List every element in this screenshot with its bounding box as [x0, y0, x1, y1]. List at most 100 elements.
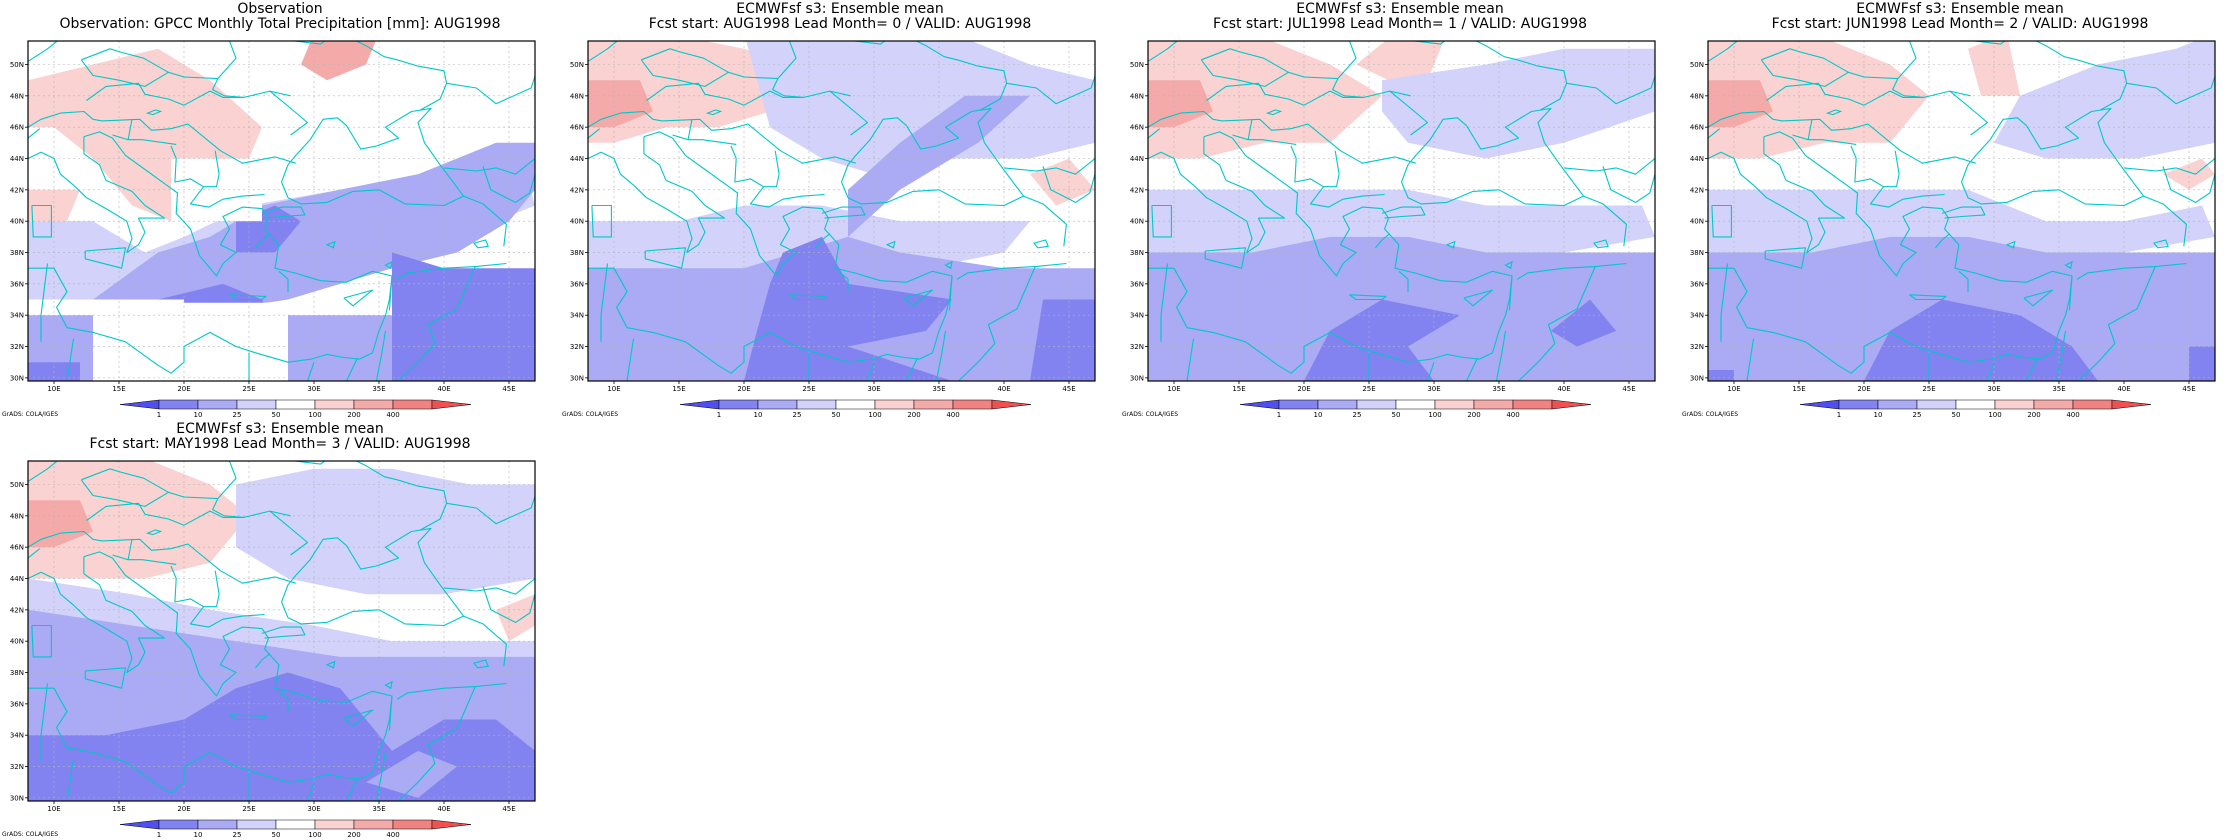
lon-tick-label: 35E: [932, 385, 945, 393]
colorbar-swatch: [1317, 399, 1358, 410]
grid-lines: [28, 461, 535, 801]
lat-tick-label: 38N: [570, 249, 584, 257]
lat-tick-label: 46N: [1130, 124, 1144, 132]
colorbar-swatch: [835, 399, 876, 410]
lat-tick-label: 36N: [10, 280, 24, 288]
colorbar-swatch: [314, 399, 355, 410]
lon-tick-label: 40E: [2117, 385, 2130, 393]
colorbar-swatch: [1994, 399, 2035, 410]
precip-contour: [28, 500, 93, 548]
lat-tick-label: 50N: [1690, 61, 1704, 69]
colorbar-swatch: [1799, 399, 1840, 410]
panel-subtitle: Fcst start: JUN1998 Lead Month= 2 / VALI…: [1771, 16, 2149, 32]
colorbar-swatch: [1239, 399, 1280, 410]
grid-lines: [588, 41, 1095, 381]
colorbar-swatch: [1877, 399, 1918, 410]
colorbar-swatch: [991, 399, 1032, 410]
colorbar-swatch: [796, 399, 837, 410]
colorbar-swatch: [353, 399, 394, 410]
lat-tick-label: 46N: [10, 544, 24, 552]
map-plot: 10E 15E 20E 25E 30E 35E 40E 45E 30N 32N 34N 36N 38N 4…: [1690, 40, 2216, 419]
grads-credit: GrADS: COLA/IGES: [562, 411, 619, 418]
lat-tick-label: 32N: [10, 343, 24, 351]
lat-tick-label: 34N: [1130, 312, 1144, 320]
colorbar: 1 10 25 50 100 200 400: [119, 399, 472, 419]
map-frame: [1147, 40, 1656, 382]
colorbar-label: 100: [1988, 411, 2001, 419]
colorbar-label: 100: [868, 411, 881, 419]
colorbar-swatch: [874, 399, 915, 410]
panel-title: ECMWFsf s3: Ensemble mean: [1856, 1, 2064, 17]
precip-contour: [1708, 370, 1734, 381]
lat-tick-label: 32N: [1130, 343, 1144, 351]
lat-tick-label: 42N: [570, 186, 584, 194]
coastlines: [588, 41, 1095, 381]
precip-contour: [746, 41, 1095, 175]
colorbar-swatch: [158, 399, 199, 410]
lon-tick-label: 25E: [802, 385, 815, 393]
colorbar-label: 200: [907, 411, 920, 419]
colorbar-swatch: [314, 819, 355, 830]
map-plot: 10E 15E 20E 25E 30E 35E 40E 45E 30N 32N 34N 36N 38N 4…: [10, 460, 536, 839]
lat-tick-label: 50N: [570, 61, 584, 69]
lon-tick-label: 15E: [1792, 385, 1805, 393]
lon-tick-label: 25E: [1922, 385, 1935, 393]
lat-tick-label: 36N: [570, 280, 584, 288]
grads-credit: GrADS: COLA/IGES: [2, 411, 59, 418]
precip-contour: [1864, 299, 2098, 381]
precip-contour: [848, 95, 1030, 237]
grid-lines: [28, 41, 535, 381]
lat-tick-label: 42N: [10, 186, 24, 194]
colorbar-swatch: [1434, 399, 1475, 410]
colorbar-swatch: [2072, 399, 2113, 410]
map-frame: [587, 40, 1096, 382]
precip-contour: [1968, 41, 2020, 96]
colorbar: 1 10 25 50 100 200 400: [119, 819, 472, 839]
lat-tick-label: 30N: [10, 374, 24, 382]
coastlines: [1708, 41, 2215, 381]
lon-tick-label: 10E: [1727, 385, 1740, 393]
map-panel-observation: Observation Observation: GPCC Monthly To…: [0, 0, 560, 420]
colorbar-swatch: [236, 399, 277, 410]
lat-tick-label: 42N: [10, 606, 24, 614]
lat-tick-label: 44N: [10, 575, 24, 583]
colorbar-label: 200: [2027, 411, 2040, 419]
coastlines: [1148, 41, 1655, 381]
lat-tick-label: 46N: [570, 124, 584, 132]
colorbar-label: 25: [1353, 411, 1362, 419]
grid-lines: [1708, 41, 2215, 381]
lat-tick-label: 38N: [10, 669, 24, 677]
panel-subtitle: Fcst start: JUL1998 Lead Month= 1 / VALI…: [1212, 16, 1588, 32]
colorbar-label: 50: [1392, 411, 1401, 419]
lon-tick-label: 40E: [1557, 385, 1570, 393]
colorbar-label: 1: [157, 411, 161, 419]
panel-title: ECMWFsf s3: Ensemble mean: [736, 1, 944, 17]
precip-contour: [496, 594, 535, 642]
lon-tick-label: 30E: [1427, 385, 1440, 393]
colorbar-label: 200: [347, 831, 360, 839]
lat-tick-label: 48N: [1130, 92, 1144, 100]
precip-contour: [1708, 80, 1773, 128]
colorbar-swatch: [431, 399, 472, 410]
lon-tick-label: 40E: [437, 385, 450, 393]
lat-tick-label: 44N: [1690, 155, 1704, 163]
lat-tick-label: 42N: [1130, 186, 1144, 194]
panel-title: Observation: [237, 1, 323, 17]
lon-tick-label: 35E: [2052, 385, 2065, 393]
lon-tick-label: 15E: [672, 385, 685, 393]
map-panel-lead-3: ECMWFsf s3: Ensemble mean Fcst start: MA…: [0, 420, 560, 840]
coastlines: [28, 461, 535, 801]
colorbar-label: 25: [793, 411, 802, 419]
lon-tick-label: 20E: [1857, 385, 1870, 393]
colorbar-swatch: [119, 399, 160, 410]
lat-tick-label: 50N: [10, 61, 24, 69]
colorbar-label: 400: [386, 411, 399, 419]
colorbar-label: 400: [946, 411, 959, 419]
map-panel-lead-0: ECMWFsf s3: Ensemble mean Fcst start: AU…: [560, 0, 1120, 420]
colorbar-swatch: [1395, 399, 1436, 410]
map-frame: [1707, 40, 2216, 382]
no-data-region: [171, 158, 262, 222]
lat-tick-label: 32N: [570, 343, 584, 351]
lat-tick-label: 44N: [1130, 155, 1144, 163]
precip-contour: [744, 236, 952, 381]
